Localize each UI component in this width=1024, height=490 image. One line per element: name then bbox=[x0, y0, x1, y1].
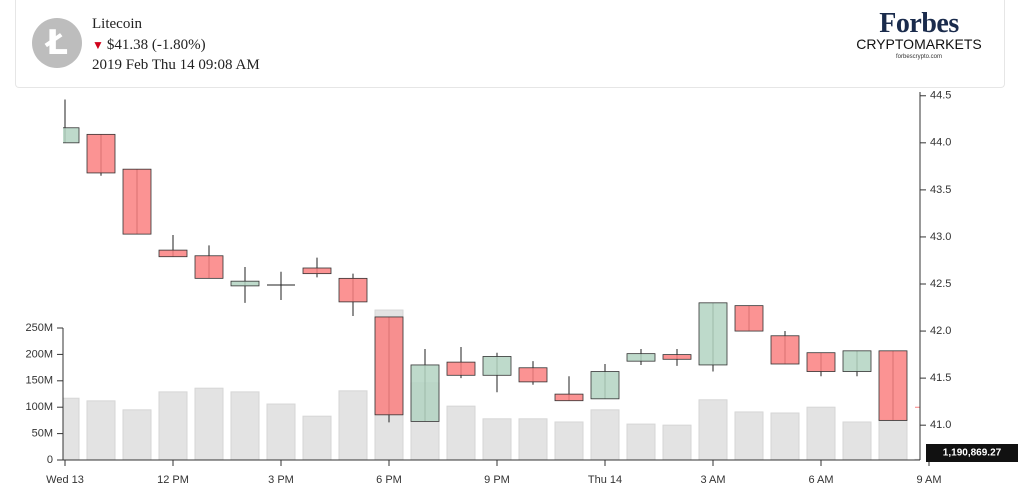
x-tick-label: 9 PM bbox=[484, 474, 510, 486]
volume-bar bbox=[194, 387, 224, 461]
candle-body bbox=[482, 356, 512, 376]
brand-url: forbescrypto.com bbox=[895, 54, 943, 60]
candle-body bbox=[410, 364, 440, 422]
candle-body bbox=[662, 354, 692, 360]
candle-body bbox=[626, 353, 656, 362]
volume-bar bbox=[302, 415, 332, 461]
volume-bar bbox=[86, 400, 116, 461]
y-tick-label: 41.5 bbox=[930, 372, 951, 384]
candle-body bbox=[158, 249, 188, 258]
date: 2019 Feb Thu 14 09:08 AM bbox=[92, 57, 260, 73]
price: $41.38 (-1.80%) bbox=[106, 37, 206, 53]
y2-tick-label: 0 bbox=[47, 454, 53, 466]
price-row: ▼ $41.38 (-1.80%) bbox=[92, 37, 206, 54]
volume-bar bbox=[338, 390, 368, 461]
volume-bar bbox=[662, 424, 692, 461]
candle-body bbox=[878, 350, 908, 421]
y-tick-label: 44.5 bbox=[930, 90, 951, 102]
x-tick-label: 9 AM bbox=[916, 474, 941, 486]
candle-body bbox=[734, 305, 764, 332]
y2-tick-label: 200M bbox=[25, 348, 53, 360]
candle-body bbox=[446, 361, 476, 376]
x-tick-label: Wed 13 bbox=[46, 474, 84, 486]
candle-body bbox=[122, 168, 152, 235]
volume-bar bbox=[230, 391, 260, 461]
volume-bar bbox=[878, 419, 908, 461]
volume-bar bbox=[698, 399, 728, 461]
volume-label-box bbox=[926, 444, 1018, 462]
logo: Forbes CRYPTOMARKETS forbescrypto.com bbox=[854, 8, 984, 60]
y2-tick-label: 150M bbox=[25, 375, 53, 387]
x-tick-label: 12 PM bbox=[157, 474, 189, 486]
candle-body bbox=[554, 393, 584, 402]
candle-body bbox=[770, 335, 800, 365]
y-tick-label: 42.5 bbox=[930, 278, 951, 290]
candle-body bbox=[590, 371, 620, 400]
x-tick-label: Thu 14 bbox=[588, 474, 622, 486]
volume-bar bbox=[554, 421, 584, 461]
volume-bar bbox=[482, 418, 512, 461]
volume-bar bbox=[266, 403, 296, 461]
candle-body bbox=[842, 350, 872, 372]
volume-bar bbox=[842, 421, 872, 461]
candle-body bbox=[518, 367, 548, 383]
x-tick-label: 6 AM bbox=[808, 474, 833, 486]
y2-tick-label: 250M bbox=[25, 322, 53, 334]
y-tick-label: 43.0 bbox=[930, 231, 951, 243]
volume-bar bbox=[590, 409, 620, 461]
volume-bar bbox=[158, 391, 188, 461]
coin-icon: Ł bbox=[32, 18, 82, 68]
candle-body bbox=[86, 133, 116, 174]
coin-title: Litecoin bbox=[92, 16, 142, 32]
x-tick-label: 6 PM bbox=[376, 474, 402, 486]
candle-body bbox=[230, 280, 260, 287]
candle-body bbox=[374, 316, 404, 416]
brand-sub: CRYPTOMARKETS bbox=[856, 36, 982, 52]
candle-body bbox=[806, 352, 836, 372]
header: Ł Litecoin ▼ $41.38 (-1.80%) 2019 Feb Thu… bbox=[15, 0, 1005, 88]
down-arrow: ▼ bbox=[92, 38, 104, 52]
x-tick-label: 3 AM bbox=[700, 474, 725, 486]
plot-area bbox=[63, 99, 920, 461]
y-tick-label: 44.0 bbox=[930, 137, 951, 149]
volume-bar bbox=[734, 411, 764, 461]
volume-bar bbox=[446, 405, 476, 461]
y-tick-label: 41.0 bbox=[930, 419, 951, 431]
candle-body bbox=[63, 127, 80, 144]
volume-bar bbox=[626, 423, 656, 461]
candle-body bbox=[302, 267, 332, 275]
x-tick-label: 3 PM bbox=[268, 474, 294, 486]
volume-bar bbox=[518, 418, 548, 461]
brand: Forbes bbox=[879, 8, 959, 39]
volume-bar bbox=[806, 406, 836, 461]
y2-tick-label: 50M bbox=[32, 428, 53, 440]
y2-tick-label: 100M bbox=[25, 401, 53, 413]
volume-bar bbox=[122, 409, 152, 461]
candle-body bbox=[698, 302, 728, 366]
y-tick-label: 42.0 bbox=[930, 325, 951, 337]
volume-bar bbox=[63, 397, 80, 461]
volume-label: 1,190,869.27 bbox=[943, 448, 1002, 459]
candle-body bbox=[338, 277, 368, 303]
y-tick-label: 43.5 bbox=[930, 184, 951, 196]
candle-body bbox=[194, 255, 224, 279]
volume-bar bbox=[770, 412, 800, 461]
